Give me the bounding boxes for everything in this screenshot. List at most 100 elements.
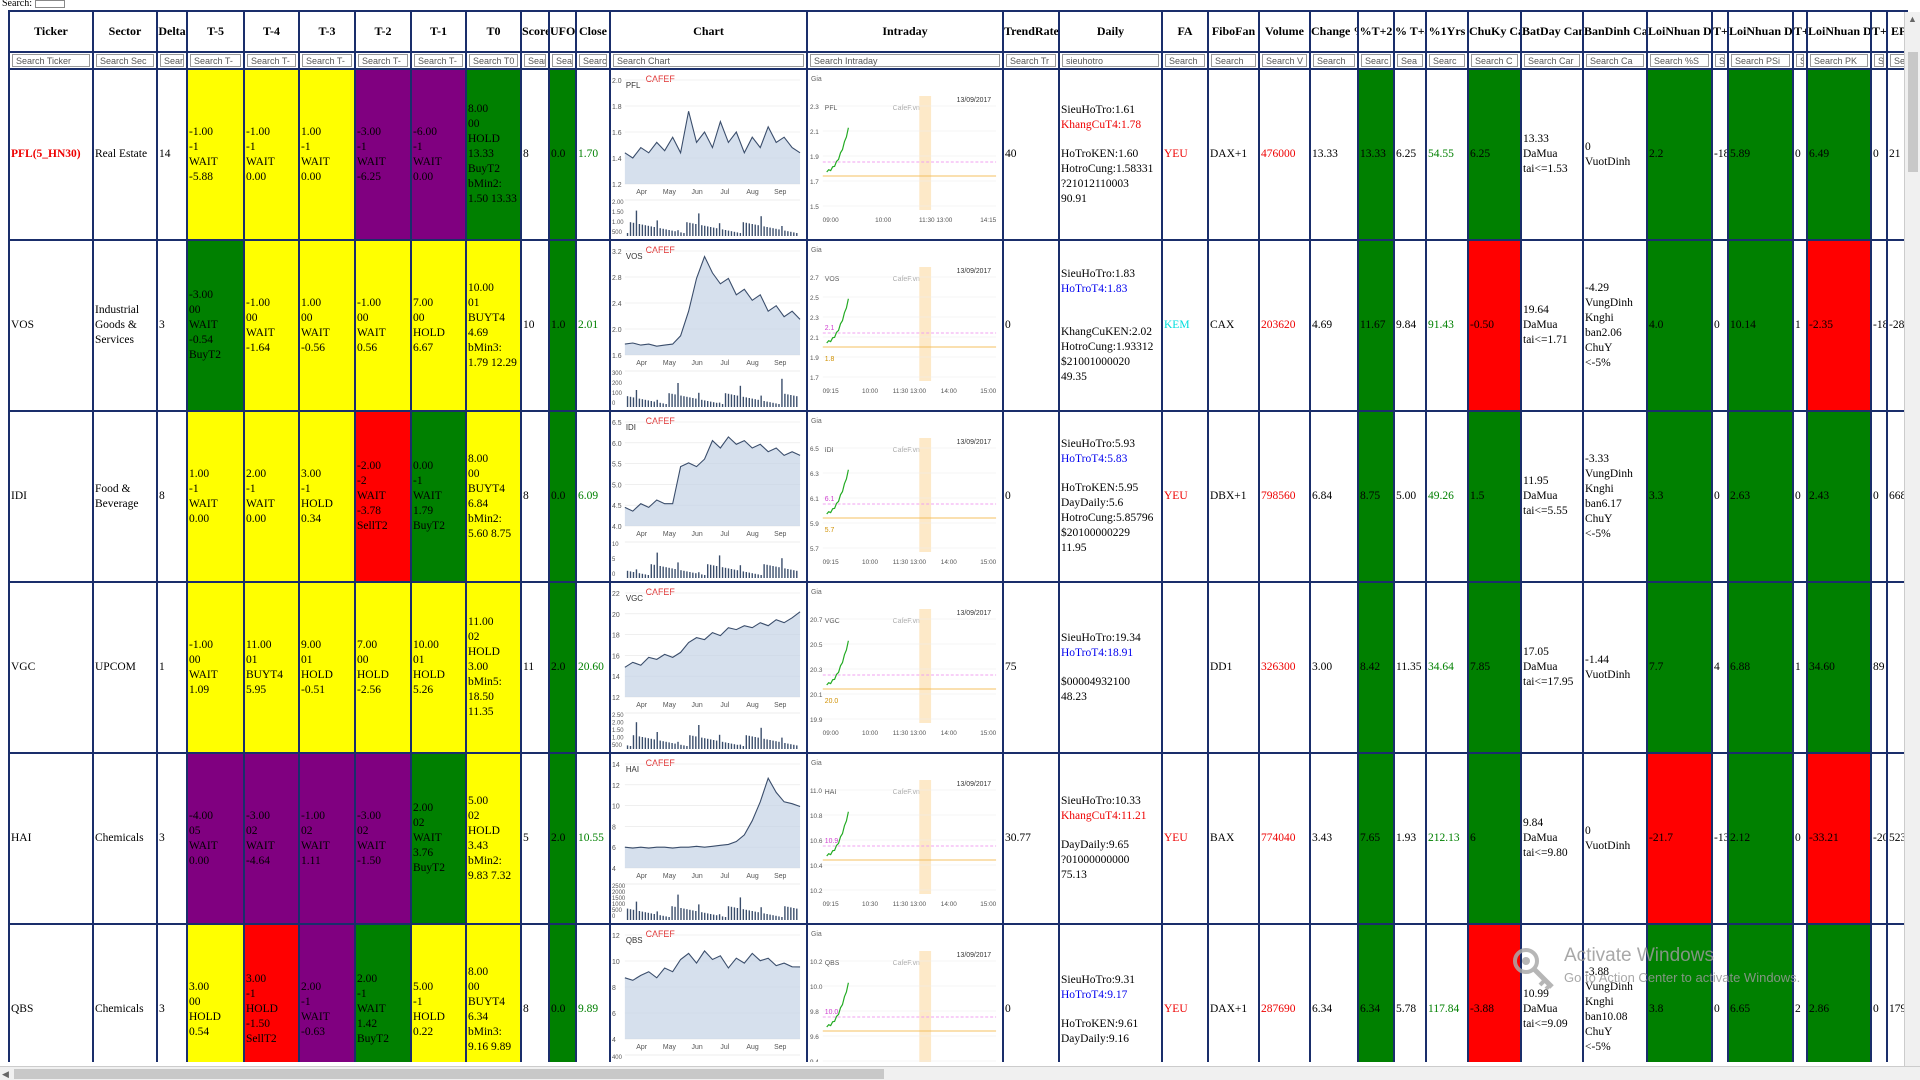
column-header-ln3[interactable]: LoiNhuan DiemMua3 PKen	[1806, 10, 1872, 53]
search-input-ufo[interactable]: Sea	[552, 54, 573, 67]
column-header-intraday[interactable]: Intraday	[806, 10, 1004, 53]
column-header-tpc[interactable]: T+	[1870, 10, 1888, 53]
global-search-input[interactable]	[34, 0, 65, 8]
search-input-tpb[interactable]: S	[1796, 54, 1804, 67]
search-input-chuky[interactable]: Search C	[1471, 54, 1518, 67]
column-header-t0[interactable]: T0	[465, 10, 522, 53]
column-header-bandinh[interactable]: BanDinh CandleHC	[1582, 10, 1648, 53]
intraday-box[interactable]: Gia PFL CafeF.vn 13/09/2017 2.3 2.1 1.9 1.7 1.5 0…	[809, 71, 1001, 238]
search-input-tpa[interactable]: S	[1715, 54, 1725, 67]
column-header-t4[interactable]: T-4	[243, 10, 300, 53]
search-input-delta[interactable]: Sear	[160, 54, 184, 67]
column-header-chart[interactable]: Chart	[609, 10, 808, 53]
column-header-tpb[interactable]: T+	[1792, 10, 1808, 53]
column-header-t3[interactable]: T-3	[298, 10, 356, 53]
search-input-tp4[interactable]: Sea	[1397, 54, 1423, 67]
search-input-intraday[interactable]: Search Intraday	[810, 54, 1000, 67]
column-header-ln2[interactable]: LoiNhuan DiemMua2 PSieuhotro	[1727, 10, 1794, 53]
search-input-ln2[interactable]: Search PSi	[1731, 54, 1790, 67]
search-input-daily[interactable]: sieuhotro	[1062, 54, 1159, 67]
intraday-box[interactable]: Gia IDI CafeF.vn 13/09/2017 6.5 6.3 6.1 5.9 5.7 6…	[809, 413, 1001, 580]
column-header-fibofan[interactable]: FiboFan	[1207, 10, 1260, 53]
ticker-cell[interactable]: QBS	[8, 923, 94, 1062]
column-header-tp4[interactable]: % T+4	[1393, 10, 1427, 53]
chart-box[interactable]: CAFEF VOS 3.2 2.8 2.4 2.0 1.6 Apr May Jun Jul Aug Se…	[612, 242, 805, 409]
column-header-sector[interactable]: Sector	[92, 10, 158, 53]
search-input-ln3[interactable]: Search PK	[1810, 54, 1868, 67]
search-input-fa[interactable]: Search	[1165, 54, 1205, 67]
ticker-cell[interactable]: VOS	[8, 239, 94, 412]
search-input-volume[interactable]: Search V	[1262, 54, 1307, 67]
search-input-t0[interactable]: Search T0	[469, 54, 518, 67]
horizontal-scroll-thumb[interactable]	[14, 1069, 884, 1079]
intraday-box[interactable]: Gia QBS CafeF.vn 13/09/2017 10.2 10.0 9.8 9.6 9.…	[809, 926, 1001, 1062]
column-header-y1[interactable]: %1Yrs	[1425, 10, 1469, 53]
column-header-chuky[interactable]: ChuKy CandleUp	[1467, 10, 1522, 53]
chart-box[interactable]: CAFEF HAI 14 12 10 8 6 4 Apr May Jun Jul Aug Sep 2500 2…	[612, 755, 805, 922]
intraday-box[interactable]: Gia VGC CafeF.vn 13/09/2017 20.7 20.5 20.3 20.1…	[809, 584, 1001, 751]
search-input-batday[interactable]: Search Car	[1524, 54, 1580, 67]
search-input-change[interactable]: Search	[1313, 54, 1355, 67]
ticker-cell[interactable]: HAI	[8, 752, 94, 925]
signal-line: 1.00	[301, 125, 322, 138]
search-input-t3[interactable]: Search T-	[302, 54, 352, 67]
column-header-t2[interactable]: T-2	[354, 10, 412, 53]
watermark-title: Activate Windows	[1564, 945, 1714, 966]
column-header-t1[interactable]: T-1	[410, 10, 467, 53]
scroll-up-icon[interactable]: ▲	[1908, 14, 1917, 24]
search-input-score[interactable]: Sear	[524, 54, 546, 67]
column-header-fa[interactable]: FA	[1161, 10, 1209, 53]
column-header-eps[interactable]: EPS	[1886, 10, 1908, 53]
search-input-sector[interactable]: Search Sec	[96, 54, 154, 67]
column-header-ticker[interactable]: Ticker	[8, 10, 94, 53]
search-input-ticker[interactable]: Search Ticker	[12, 54, 90, 67]
search-input-t2[interactable]: Search T-	[358, 54, 408, 67]
column-header-change[interactable]: Change %	[1309, 10, 1359, 53]
chart-box[interactable]: CAFEF IDI 6.5 6.0 5.5 5.0 4.5 4.0 Apr May Jun Jul Au…	[612, 413, 805, 580]
stock-table: Ticker Sector Delta T-5 T-4 T-3 T-2 T-1 T0 Score U…	[8, 10, 1908, 1062]
search-input-ln1[interactable]: Search %S	[1650, 54, 1709, 67]
column-header-batday[interactable]: BatDay CandleLC	[1520, 10, 1584, 53]
search-input-eps[interactable]: Sea	[1890, 54, 1908, 67]
column-header-t5[interactable]: T-5	[186, 10, 245, 53]
chart-box[interactable]: CAFEFQBS1210864AprMayJunJulAugSep400200	[612, 926, 805, 1062]
one-year-cell: 49.26	[1425, 410, 1469, 583]
search-label: Search:	[2, 0, 32, 9]
column-header-ln1[interactable]: LoiNhuan DiemMua1 %SignalT4	[1646, 10, 1713, 53]
chart-box[interactable]: CAFEF PFL 2.0 1.8 1.6 1.4 1.2 Apr May Jun Jul Aug Se…	[612, 71, 805, 238]
search-input-chart[interactable]: Search Chart	[613, 54, 804, 67]
column-header-score[interactable]: Score	[520, 10, 550, 53]
search-input-t4[interactable]: Search T-	[247, 54, 296, 67]
search-input-t1[interactable]: Search T-	[414, 54, 463, 67]
volume-bar	[635, 568, 638, 578]
ticker-cell[interactable]: PFL(5_HN30)	[8, 68, 94, 241]
intraday-box[interactable]: Gia VOS CafeF.vn 13/09/2017 2.7 2.5 2.3 2.1 1.9 1…	[809, 242, 1001, 409]
search-input-close[interactable]: Searc	[579, 54, 607, 67]
horizontal-scrollbar[interactable]: ◀	[0, 1066, 1920, 1080]
column-header-volume[interactable]: Volume	[1258, 10, 1311, 53]
search-input-fibofan[interactable]: Search	[1211, 54, 1256, 67]
search-input-bandinh[interactable]: Search Ca	[1586, 54, 1644, 67]
column-header-daily[interactable]: Daily	[1058, 10, 1163, 53]
search-input-tpc[interactable]: Se	[1874, 54, 1884, 67]
column-header-ufo[interactable]: UFO	[548, 10, 577, 53]
column-header-trendrate[interactable]: TrendRate	[1002, 10, 1060, 53]
vertical-scroll-thumb[interactable]	[1908, 52, 1918, 172]
ticker-cell[interactable]: VGC	[8, 581, 94, 754]
column-header-close[interactable]: Close	[575, 10, 611, 53]
column-header-tp2[interactable]: %T+2	[1357, 10, 1395, 53]
ticker-cell[interactable]: IDI	[8, 410, 94, 583]
search-input-trendrate[interactable]: Search Tr	[1006, 54, 1056, 67]
scroll-left-icon[interactable]: ◀	[2, 1069, 9, 1079]
search-input-tp2[interactable]: Searc	[1361, 54, 1391, 67]
intraday-background	[809, 755, 1001, 922]
intraday-box[interactable]: Gia HAI CafeF.vn 13/09/2017 11.0 10.8 10.6 10.4…	[809, 755, 1001, 922]
chart-box[interactable]: CAFEF VGC 22 20 18 16 14 12 Apr May Jun Jul Aug Sep 2.…	[612, 584, 805, 751]
column-header-delta[interactable]: Delta	[156, 10, 188, 53]
loinhuan2-cell: 6.88	[1727, 581, 1794, 754]
column-header-tpa[interactable]: T+	[1711, 10, 1729, 53]
search-input-t5[interactable]: Search T-	[190, 54, 241, 67]
volume-bar	[781, 737, 783, 749]
vertical-scrollbar[interactable]: ▲	[1904, 12, 1920, 1066]
search-input-y1[interactable]: Searc	[1429, 54, 1465, 67]
